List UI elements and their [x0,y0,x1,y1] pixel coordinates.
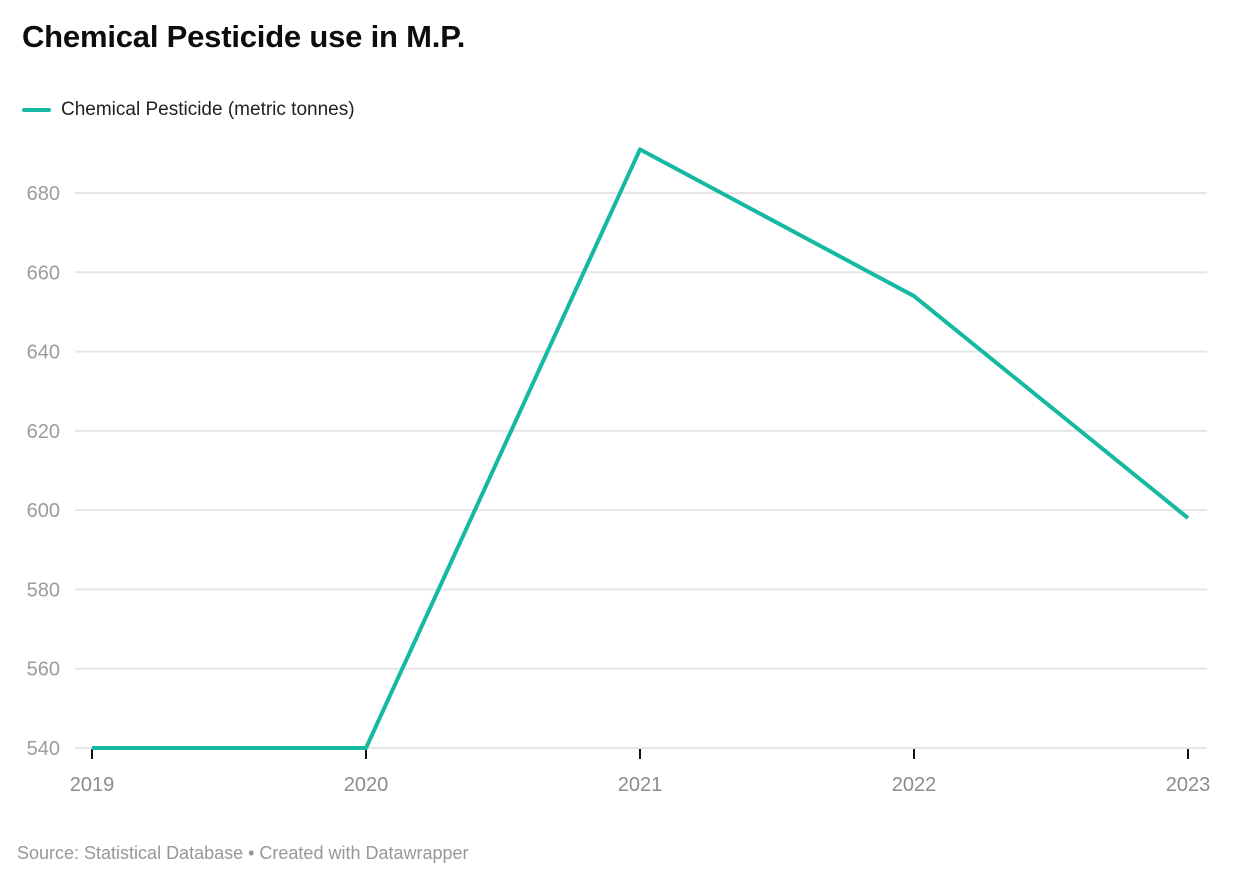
y-axis-tick-label: 540 [27,738,60,760]
x-axis-tick-label: 2023 [1166,774,1211,796]
chart-title: Chemical Pesticide use in M.P. [22,19,466,54]
x-axis-tick-label: 2019 [70,774,115,796]
source-attribution: Source: Statistical Database • Created w… [17,843,469,863]
y-axis-tick-label: 640 [27,342,60,364]
y-axis-tick-label: 560 [27,659,60,681]
y-axis-tick-label: 600 [27,500,60,522]
legend-label: Chemical Pesticide (metric tonnes) [61,99,355,120]
x-axis-tick-label: 2020 [344,774,389,796]
y-axis-tick-label: 660 [27,262,60,284]
legend-line-swatch-icon [22,108,51,112]
x-axis-tick-label: 2021 [618,774,663,796]
y-axis-tick-label: 580 [27,579,60,601]
y-axis-tick-label: 620 [27,421,60,443]
y-axis-tick-label: 680 [27,183,60,205]
legend: Chemical Pesticide (metric tonnes) [22,99,355,121]
x-axis-tick-label: 2022 [892,774,937,796]
data-line [92,147,1190,750]
